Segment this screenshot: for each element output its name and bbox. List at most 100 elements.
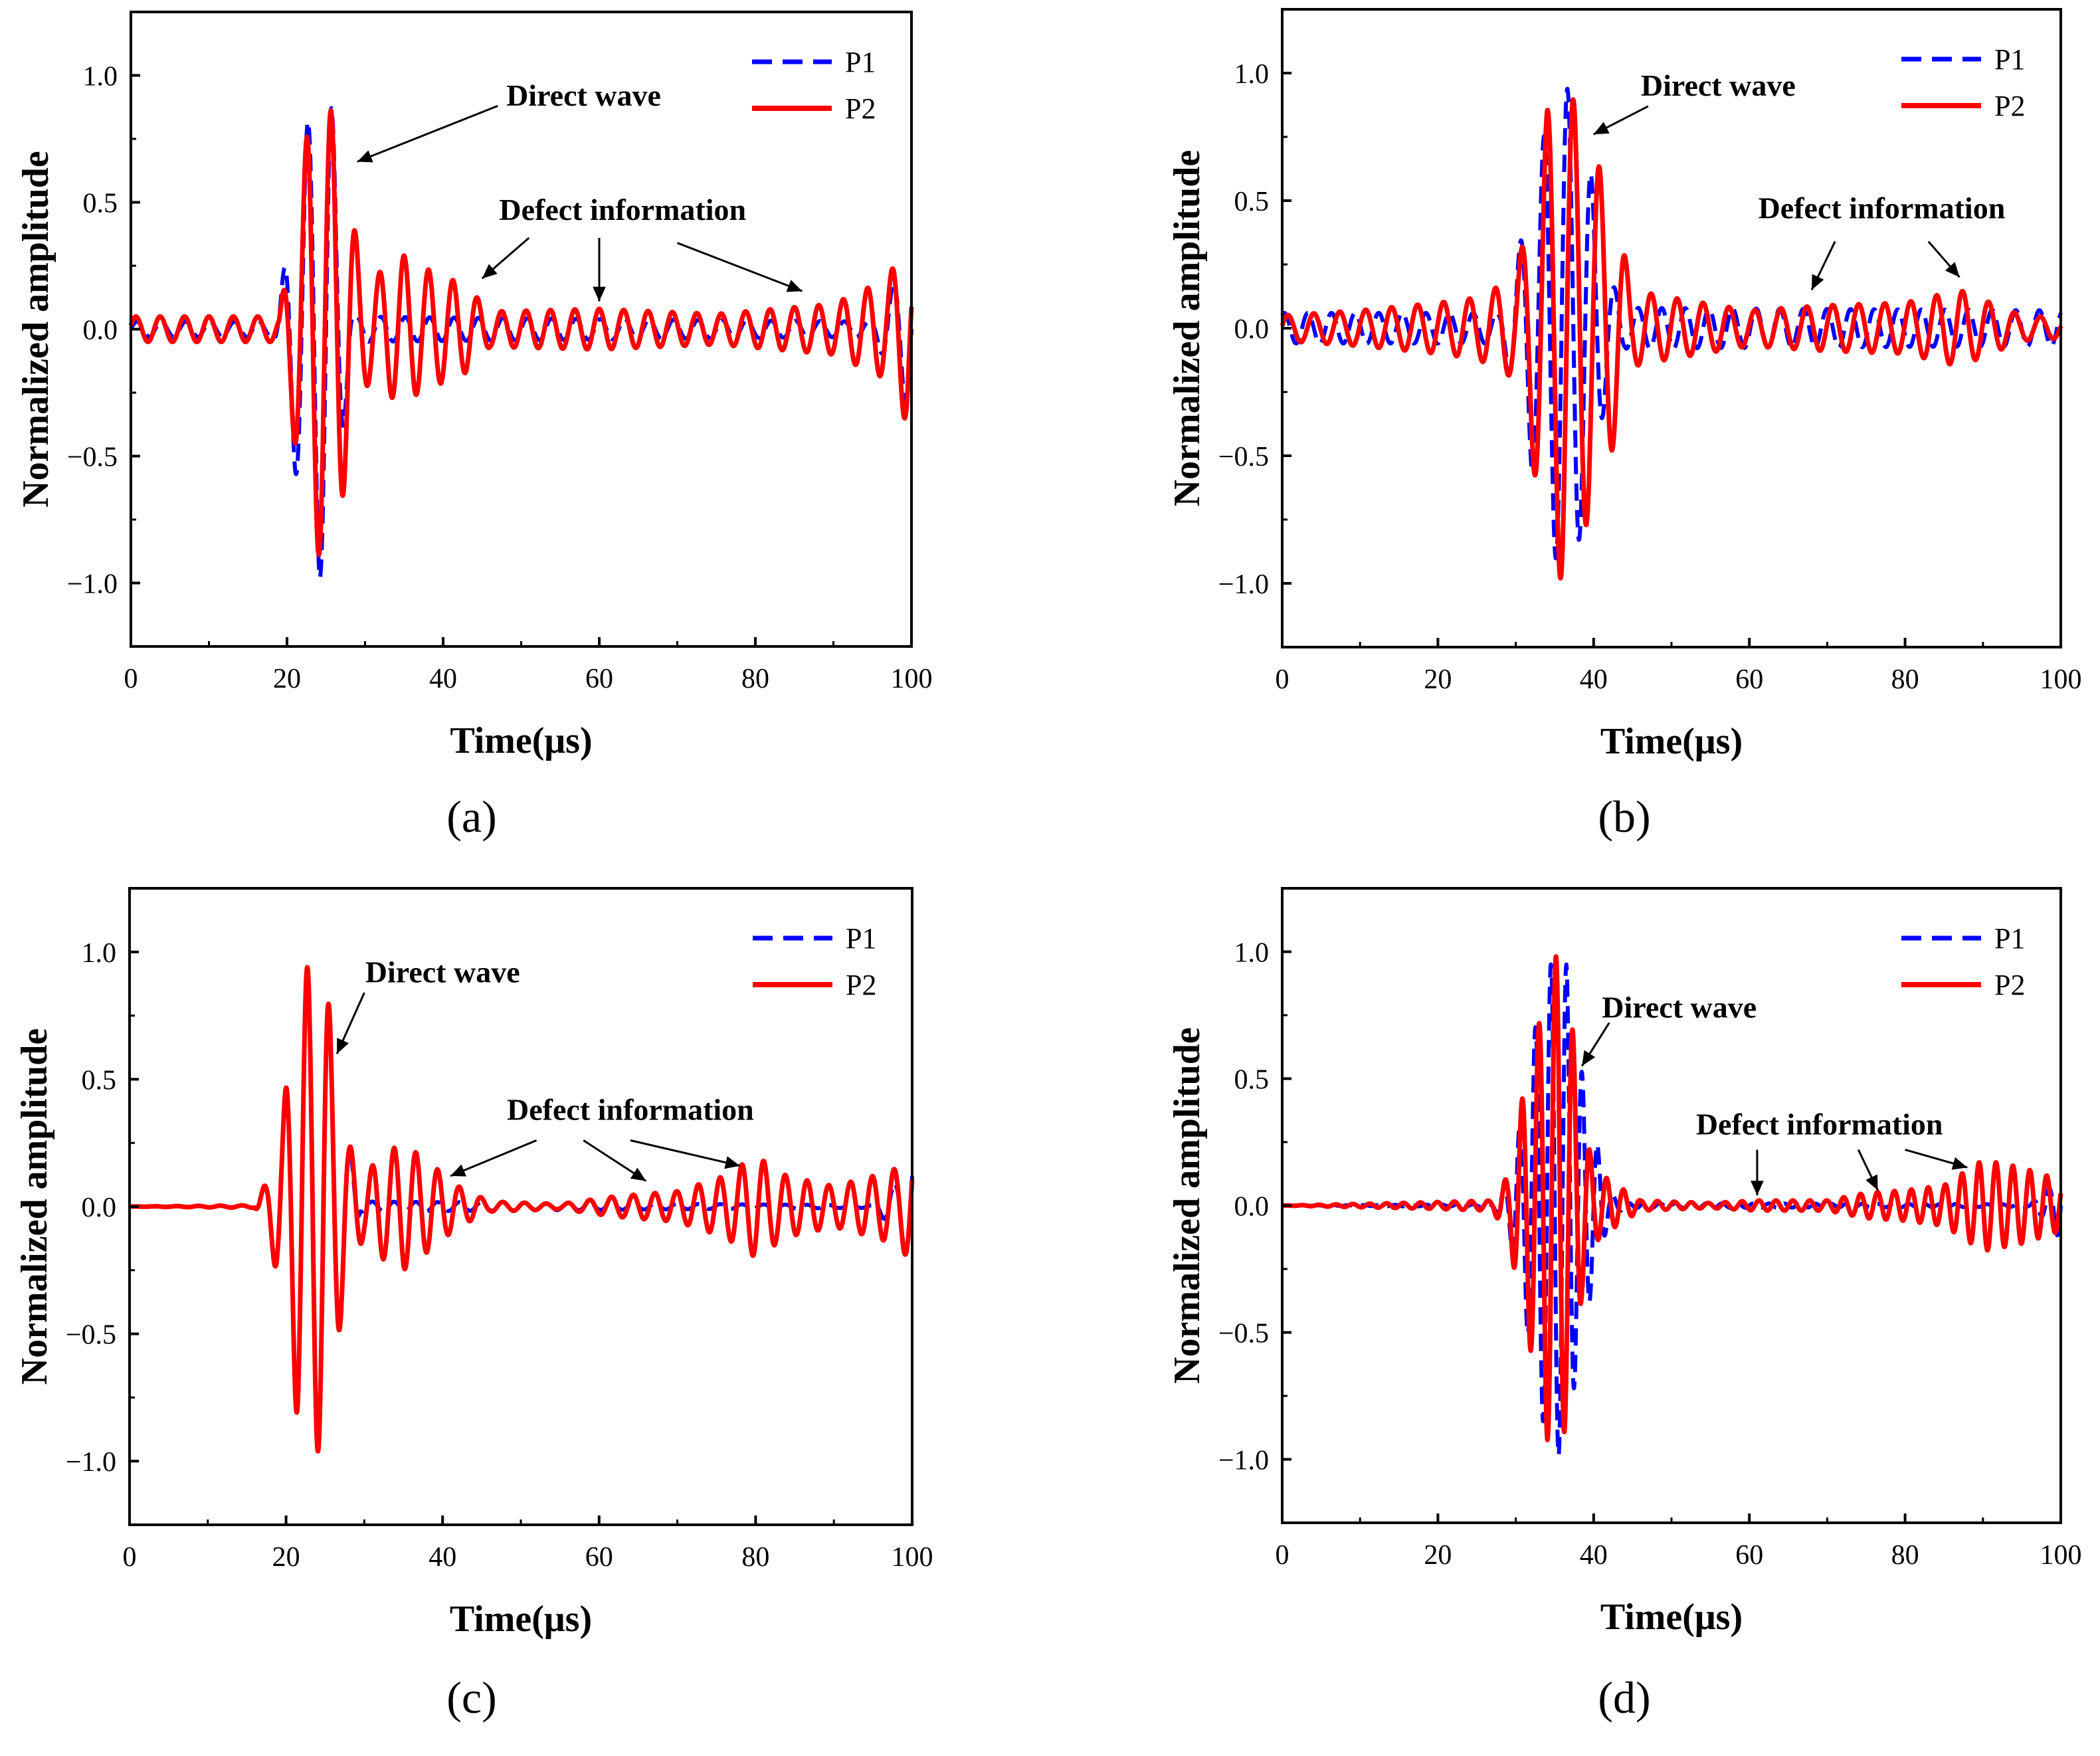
x-tick-label: 20 xyxy=(273,664,301,694)
panel-caption: (d) xyxy=(1598,1672,1650,1723)
x-tick-label: 80 xyxy=(741,1542,769,1573)
x-axis-label: Time(μs) xyxy=(450,720,592,761)
y-tick-label: −0.5 xyxy=(1218,442,1269,472)
y-axis-label: Normalized amplitude xyxy=(1167,150,1208,507)
legend-label-p1: P1 xyxy=(1994,922,2025,955)
x-tick-label: 60 xyxy=(585,1542,613,1573)
y-tick-label: −1.0 xyxy=(66,1447,116,1478)
chart-panel-d: 0 20 40 60 80 100 −1.0 −0.5 0.0 0.5 1.0 Time(μs) Nor… xyxy=(1167,887,2082,1723)
annotation-defect-information: Defect information xyxy=(1696,1107,1943,1141)
annotation-direct-wave: Direct wave xyxy=(506,78,661,112)
x-tick-label: 40 xyxy=(1580,664,1608,695)
x-tick-label: 0 xyxy=(1276,664,1289,695)
annotation-arrow xyxy=(676,242,803,292)
y-tick-label: 1.0 xyxy=(83,62,118,92)
series-line-p2 xyxy=(1280,954,2063,1442)
y-tick-label: 0.5 xyxy=(1234,1065,1270,1096)
panel-caption: (c) xyxy=(446,1672,496,1723)
annotation-defect-information: Defect information xyxy=(499,193,746,227)
y-tick-label: −1.0 xyxy=(1218,569,1269,600)
annotation-arrowhead xyxy=(1582,1050,1596,1066)
annotation-arrowhead xyxy=(786,280,803,292)
y-tick-label: 1.0 xyxy=(1234,938,1270,969)
legend-label-p2: P2 xyxy=(1994,969,2025,1001)
x-tick-label: 100 xyxy=(2040,664,2082,695)
series-line-p2 xyxy=(1280,97,2063,581)
legend-label-p2: P2 xyxy=(846,969,876,1001)
annotation-arrowhead xyxy=(1811,274,1824,290)
y-tick-label: −0.5 xyxy=(67,442,118,473)
annotation-arrowhead xyxy=(450,1164,466,1177)
chart-panel-b: 0 20 40 60 80 100 −1.0 −0.5 0.0 0.5 1.0 Time(μs) Nor… xyxy=(1167,8,2082,842)
annotation-arrowhead xyxy=(357,150,373,163)
y-tick-label: −1.0 xyxy=(1218,1446,1269,1476)
annotation-direct-wave: Direct wave xyxy=(1641,68,1796,102)
x-tick-label: 20 xyxy=(272,1542,300,1573)
y-tick-label: −0.5 xyxy=(1218,1319,1269,1349)
annotation-arrow xyxy=(630,1139,741,1167)
x-tick-label: 80 xyxy=(1891,664,1919,695)
series-line-p2 xyxy=(128,108,914,557)
x-axis-label: Time(μs) xyxy=(450,1599,592,1640)
x-tick-label: 20 xyxy=(1424,664,1452,695)
legend-label-p2: P2 xyxy=(1994,90,2025,122)
x-tick-label: 60 xyxy=(1735,1540,1763,1571)
x-axis-label: Time(μs) xyxy=(1600,1597,1743,1638)
y-axis-label: Normalized amplitude xyxy=(14,1028,55,1385)
x-tick-label: 100 xyxy=(891,664,933,694)
y-tick-label: 1.0 xyxy=(1234,59,1270,90)
x-axis-label: Time(μs) xyxy=(1600,721,1743,762)
annotation-arrowhead xyxy=(630,1167,646,1181)
legend-label-p1: P1 xyxy=(846,922,876,955)
annotation-arrowhead xyxy=(724,1156,740,1169)
annotation-arrowhead xyxy=(1951,1157,1968,1170)
annotation-defect-information: Defect information xyxy=(507,1092,754,1126)
annotation-direct-wave: Direct wave xyxy=(1602,991,1757,1024)
x-tick-label: 0 xyxy=(124,664,138,694)
y-tick-label: −1.0 xyxy=(67,569,118,600)
series-line-p2 xyxy=(127,965,915,1454)
y-tick-label: 0.5 xyxy=(1234,187,1270,217)
y-tick-label: −0.5 xyxy=(66,1320,116,1351)
y-tick-label: 0.0 xyxy=(82,1193,117,1223)
x-tick-label: 80 xyxy=(1891,1540,1919,1571)
series-line-p1 xyxy=(1280,962,2063,1458)
x-tick-label: 40 xyxy=(1580,1540,1608,1571)
y-tick-label: 0.5 xyxy=(82,1065,117,1096)
annotation-arrowhead xyxy=(1945,262,1960,278)
y-tick-label: 0.0 xyxy=(1234,314,1270,345)
x-tick-label: 100 xyxy=(2040,1540,2082,1571)
annotation-defect-information: Defect information xyxy=(1759,191,2006,225)
y-axis-label: Normalized amplitude xyxy=(15,151,56,508)
x-tick-label: 100 xyxy=(892,1542,933,1573)
y-tick-label: 0.5 xyxy=(83,189,118,219)
annotation-arrowhead xyxy=(1751,1181,1764,1196)
panel-caption: (b) xyxy=(1598,791,1650,842)
legend-label-p1: P1 xyxy=(845,46,876,78)
annotation-arrowhead xyxy=(593,286,606,302)
annotation-arrowhead xyxy=(482,264,498,279)
y-tick-label: 0.0 xyxy=(83,316,118,346)
x-tick-label: 40 xyxy=(429,1542,456,1573)
x-tick-label: 60 xyxy=(585,664,613,694)
annotation-arrow xyxy=(450,1139,537,1177)
chart-panel-a: 0 20 40 60 80 100 −1.0 −0.5 0.0 0.5 1.0 Time(μs) Nor… xyxy=(15,11,933,842)
legend-label-p2: P2 xyxy=(845,92,876,125)
y-tick-label: 0.0 xyxy=(1234,1192,1270,1222)
x-tick-label: 40 xyxy=(429,664,457,694)
annotation-arrowhead xyxy=(1865,1174,1878,1191)
legend-label-p1: P1 xyxy=(1994,43,2025,76)
annotation-arrowhead xyxy=(1593,122,1610,135)
annotation-arrowhead xyxy=(337,1038,349,1054)
panel-caption: (a) xyxy=(446,791,496,842)
x-tick-label: 80 xyxy=(741,664,769,694)
y-axis-label: Normalized amplitude xyxy=(1167,1027,1208,1384)
chart-panel-c: 0 20 40 60 80 100 −1.0 −0.5 0.0 0.5 1.0 Time(μs) Nor… xyxy=(14,887,933,1723)
annotation-direct-wave: Direct wave xyxy=(365,955,520,989)
x-tick-label: 60 xyxy=(1735,664,1763,695)
x-tick-label: 0 xyxy=(1276,1540,1289,1571)
x-tick-label: 0 xyxy=(123,1542,137,1573)
series-line-p1 xyxy=(128,965,914,1454)
annotation-arrow xyxy=(357,104,498,163)
